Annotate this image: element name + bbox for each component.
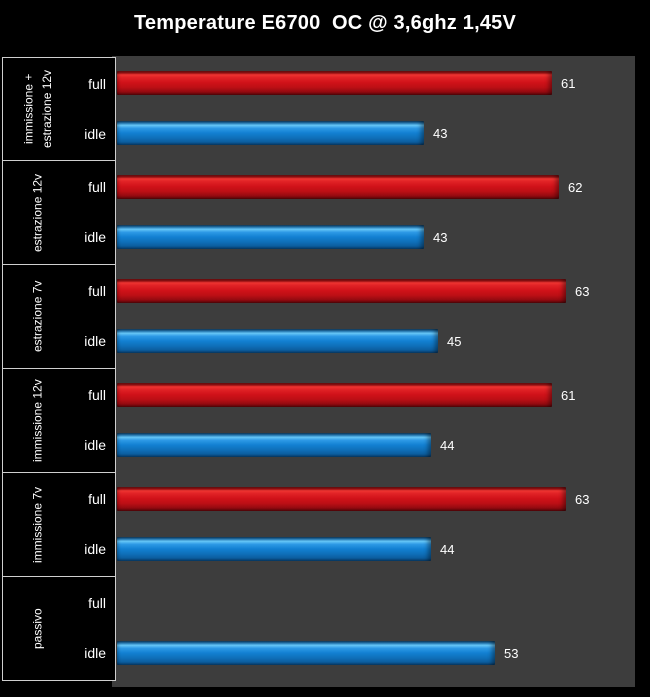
series-label-idle: idle — [84, 437, 106, 453]
full-bar — [117, 279, 566, 303]
bar-area: 61 43 — [116, 57, 635, 161]
category-cell: estrazione 12v full idle — [2, 161, 116, 265]
category-cell: passivo full idle — [2, 577, 116, 681]
idle-bar — [117, 433, 431, 457]
bar-area: 53 — [116, 577, 635, 681]
series-label-idle: idle — [84, 126, 106, 142]
series-label-idle: idle — [84, 541, 106, 557]
category-cell: immissione 12v full idle — [2, 369, 116, 473]
series-label-full: full — [88, 491, 106, 507]
series-label-full: full — [88, 595, 106, 611]
bar-value-label: 63 — [575, 283, 590, 299]
series-label-full: full — [88, 179, 106, 195]
bar-area: 63 45 — [116, 265, 635, 369]
full-bar-line: 63 — [117, 487, 635, 511]
series-label-full: full — [88, 283, 106, 299]
chart-group-row: immissione 7v full idle 63 44 — [2, 473, 635, 577]
category-label: estrazione 12v — [30, 173, 45, 252]
bar-value-label: 44 — [440, 541, 455, 557]
bar-area: 61 44 — [116, 369, 635, 473]
series-label-full: full — [88, 387, 106, 403]
chart-group-row: estrazione 12v full idle 62 43 — [2, 161, 635, 265]
full-bar — [117, 383, 552, 407]
full-bar-line: 61 — [117, 383, 635, 407]
chart-title: Temperature E6700 OC @ 3,6ghz 1,45V — [133, 12, 517, 34]
category-cell: estrazione 7v full idle — [2, 265, 116, 369]
series-label-idle: idle — [84, 333, 106, 349]
bar-value-label: 43 — [433, 229, 448, 245]
category-label: estrazione 7v — [30, 280, 45, 353]
chart-group-row: estrazione 7v full idle 63 45 — [2, 265, 635, 369]
category-label: immissione 12v — [30, 379, 45, 462]
category-cell: immissione + estrazione 12v full idle — [2, 57, 116, 161]
category-label: immissione 7v — [30, 486, 45, 563]
full-bar — [117, 487, 566, 511]
category-label: passivo — [30, 608, 45, 649]
chart-group-row: passivo full idle 53 — [2, 577, 635, 681]
idle-bar — [117, 225, 424, 249]
category-cell: immissione 7v full idle — [2, 473, 116, 577]
idle-bar-line: 43 — [117, 121, 635, 145]
idle-bar-line: 45 — [117, 329, 635, 353]
full-bar — [117, 71, 552, 95]
bar-area: 62 43 — [116, 161, 635, 265]
idle-bar-line: 53 — [117, 641, 635, 665]
idle-bar — [117, 121, 424, 145]
full-bar-line: 63 — [117, 279, 635, 303]
idle-bar — [117, 641, 495, 665]
bar-value-label: 62 — [568, 179, 583, 195]
chart-rows-container: immissione + estrazione 12v full idle 61 43 e… — [2, 57, 635, 681]
full-bar-line: 62 — [117, 175, 635, 199]
idle-bar-line: 43 — [117, 225, 635, 249]
bar-value-label: 63 — [575, 491, 590, 507]
full-bar — [117, 175, 559, 199]
chart-group-row: immissione 12v full idle 61 44 — [2, 369, 635, 473]
series-label-idle: idle — [84, 229, 106, 245]
series-label-full: full — [88, 76, 106, 92]
bar-value-label: 53 — [504, 645, 519, 661]
bar-value-label: 43 — [433, 125, 448, 141]
idle-bar-line: 44 — [117, 537, 635, 561]
chart-group-row: immissione + estrazione 12v full idle 61 43 — [2, 57, 635, 161]
bar-value-label: 44 — [440, 437, 455, 453]
bar-value-label: 61 — [561, 387, 576, 403]
idle-bar — [117, 537, 431, 561]
plot-area-background — [112, 56, 635, 687]
series-label-idle: idle — [84, 645, 106, 661]
bar-area: 63 44 — [116, 473, 635, 577]
full-bar-line: 61 — [117, 71, 635, 95]
category-label: immissione + estrazione 12v — [21, 69, 54, 149]
bar-value-label: 61 — [561, 75, 576, 91]
idle-bar — [117, 329, 438, 353]
idle-bar-line: 44 — [117, 433, 635, 457]
bar-value-label: 45 — [447, 333, 462, 349]
